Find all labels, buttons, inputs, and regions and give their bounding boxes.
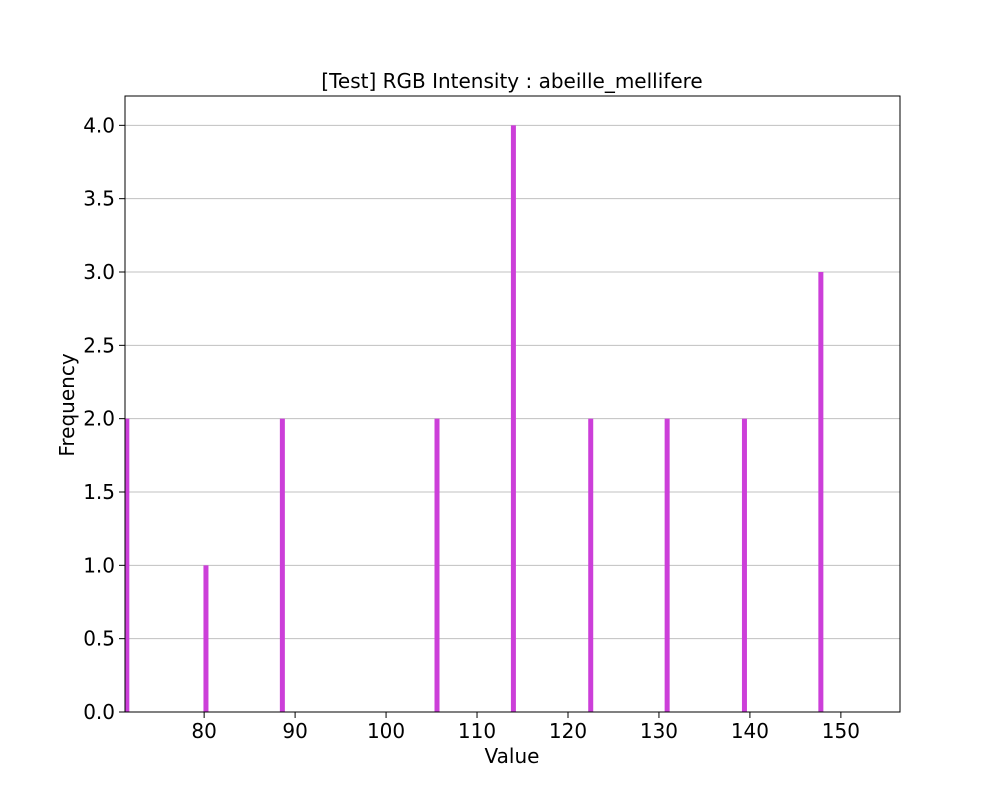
y-tick-label: 0.5 xyxy=(83,627,115,651)
y-axis-ticks: 0.0 0.5 1.0 1.5 2.0 2.5 3.0 3.5 4.0 xyxy=(83,113,125,724)
x-tick-label: 130 xyxy=(640,719,678,743)
histogram-bar xyxy=(203,565,209,712)
histogram-bar xyxy=(741,418,747,712)
x-tick-label: 90 xyxy=(282,719,307,743)
x-tick-label: 100 xyxy=(367,719,405,743)
y-tick-label: 2.5 xyxy=(83,333,115,357)
x-tick-label: 150 xyxy=(822,719,860,743)
bars xyxy=(125,125,824,713)
plot-frame xyxy=(124,95,901,713)
x-tick-label: 120 xyxy=(549,719,587,743)
x-tick-label: 140 xyxy=(731,719,769,743)
histogram-bar xyxy=(279,418,285,712)
y-tick-label: 1.0 xyxy=(83,553,115,577)
y-tick-label: 2.0 xyxy=(83,407,115,431)
histogram-bar xyxy=(818,272,824,712)
x-tick-label: 110 xyxy=(458,719,496,743)
x-axis-label: Value xyxy=(485,744,540,768)
histogram-bar xyxy=(588,418,594,712)
y-tick-label: 4.0 xyxy=(83,113,115,137)
y-tick-label: 3.0 xyxy=(83,260,115,284)
histogram-bar xyxy=(664,418,670,712)
histogram-bar xyxy=(125,418,130,712)
y-tick-label: 0.0 xyxy=(83,700,115,724)
y-tick-label: 1.5 xyxy=(83,480,115,504)
y-axis-label: Frequency xyxy=(55,353,79,456)
x-axis-ticks: 80 90 100 110 120 130 140 150 xyxy=(191,712,860,743)
histogram-bar xyxy=(510,125,516,713)
histogram-bar xyxy=(434,418,440,712)
chart-title: [Test] RGB Intensity : abeille_mellifere xyxy=(321,69,702,93)
x-tick-label: 80 xyxy=(191,719,216,743)
y-tick-label: 3.5 xyxy=(83,187,115,211)
